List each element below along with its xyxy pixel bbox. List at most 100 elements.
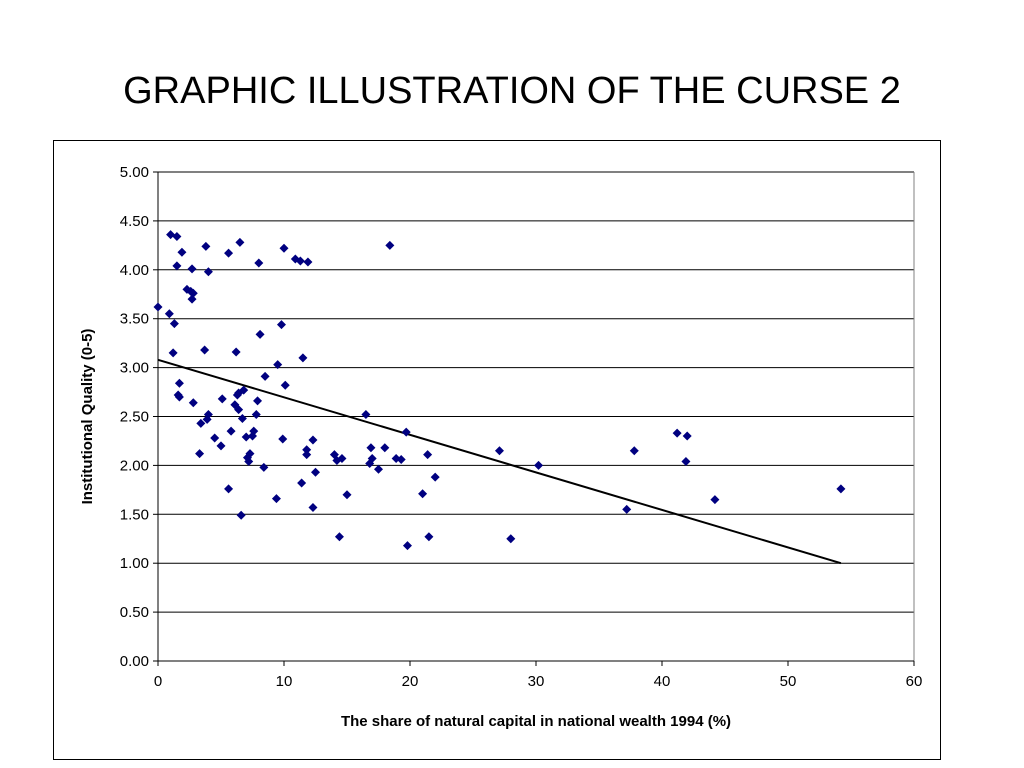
data-point [279,243,289,253]
data-points [153,230,846,551]
axes: 0.00 0.50 1.00 1.50 2.00 2.50 3.00 3.50 4.00 4.50… [120,164,923,690]
data-point [423,450,433,460]
data-point [337,454,347,464]
slide-title: GRAPHIC ILLUSTRATION OF THE CURSE 2 [123,70,901,112]
data-point [494,446,504,456]
data-point [418,489,428,499]
trendline [157,358,842,565]
data-point [276,320,286,330]
y-tick-label: 5.00 [120,164,149,181]
x-tick-label: 50 [780,673,797,690]
x-tick-label: 30 [528,673,545,690]
data-point [203,410,213,420]
data-point [172,232,182,242]
data-point [396,455,406,465]
data-point [836,484,846,494]
data-point [210,433,220,443]
data-point [244,456,254,466]
data-point [682,431,692,441]
data-point [237,413,247,423]
data-point [187,264,197,274]
data-point [188,288,198,298]
data-point [200,345,210,355]
data-point [401,427,411,437]
y-tick-label: 1.50 [120,506,149,523]
data-point [534,460,544,470]
data-point [302,450,312,460]
data-point [308,435,318,445]
scatter-chart: 0.00 0.50 1.00 1.50 2.00 2.50 3.00 3.50 4.00 4.50… [79,164,923,730]
x-tick-label: 40 [654,673,671,690]
x-tick-label: 60 [906,673,923,690]
data-point [203,267,213,277]
data-point [195,449,205,459]
x-axis-title: The share of natural capital in national… [341,713,731,730]
data-point [430,472,440,482]
x-tick-label: 0 [154,673,162,690]
data-point [424,532,434,542]
data-point [278,434,288,444]
data-point [361,410,371,420]
data-point [374,464,383,474]
data-point [224,248,234,258]
data-point [188,398,198,408]
data-point [681,456,691,466]
data-point [187,294,197,304]
data-point [629,446,639,456]
data-point [174,378,184,388]
data-point [254,258,264,268]
data-point [253,396,263,406]
data-point [366,443,376,453]
y-tick-label: 0.50 [120,604,149,621]
data-point [241,432,251,442]
data-point [177,247,187,257]
data-point [506,534,516,544]
data-point [297,478,307,488]
y-tick-label: 3.00 [120,360,149,377]
data-point [303,257,313,267]
data-point [334,532,344,542]
data-point [169,319,179,329]
data-point [166,230,176,240]
y-axis-title: Institutional Quality (0-5) [79,329,96,505]
data-point [226,426,236,436]
data-point [249,426,259,436]
gridlines [158,171,915,661]
y-tick-label: 0.00 [120,653,149,670]
y-tick-label: 2.50 [120,409,149,426]
data-point [622,504,632,514]
data-point [234,405,244,415]
data-point [239,385,249,395]
trend-line [157,358,842,565]
data-point [235,237,245,247]
data-point [216,441,226,451]
y-tick-label: 4.50 [120,213,149,230]
data-point [174,392,184,402]
chart-frame: 0.00 0.50 1.00 1.50 2.00 2.50 3.00 3.50 4.00 4.50… [53,140,941,760]
data-point [380,443,390,453]
data-point [172,261,182,271]
data-point [342,490,352,500]
data-point [367,454,377,464]
data-point [153,302,163,312]
x-tick-label: 20 [402,673,419,690]
data-point [201,241,211,251]
data-point [224,484,234,494]
data-point [245,449,255,459]
data-point [255,329,265,339]
data-point [196,418,206,428]
y-tick-label: 2.00 [120,457,149,474]
data-point [302,445,312,455]
data-point [217,394,227,404]
y-tick-label: 4.00 [120,262,149,279]
data-point [259,462,269,472]
data-point [385,240,395,250]
data-point [164,309,174,319]
data-point [236,510,246,520]
data-point [168,348,178,358]
data-point [260,371,270,381]
data-point [273,360,283,370]
data-point [295,256,305,266]
y-tick-label: 1.00 [120,555,149,572]
y-tick-label: 3.50 [120,311,149,328]
